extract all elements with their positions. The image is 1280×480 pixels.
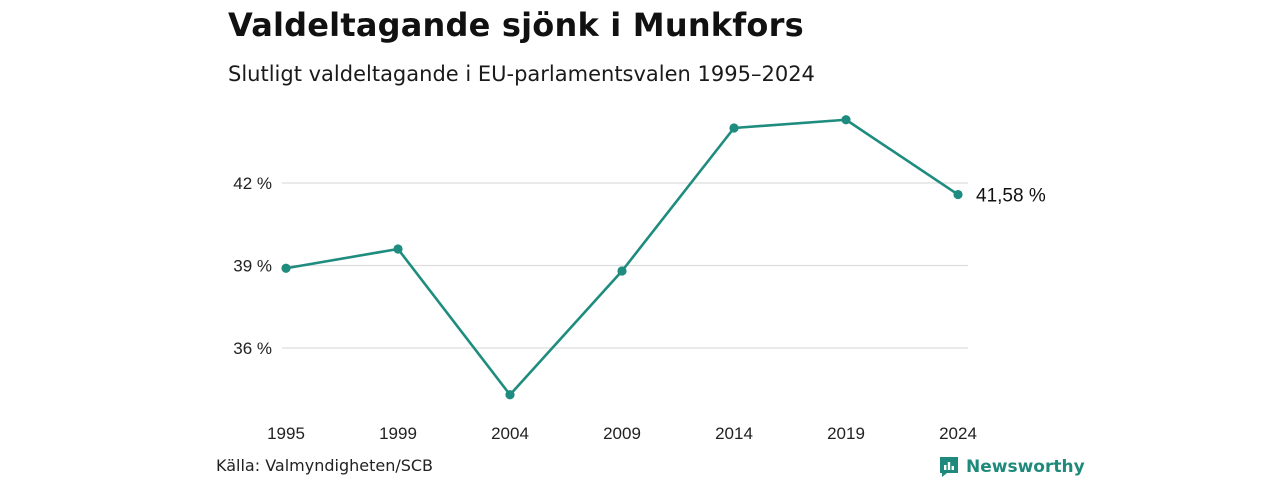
data-point [281, 263, 291, 273]
newsworthy-logo-icon [940, 457, 958, 477]
chart-title: Valdeltagande sjönk i Munkfors [228, 6, 804, 44]
chart-subtitle: Slutligt valdeltagande i EU-parlamentsva… [228, 62, 815, 86]
data-point [953, 189, 963, 200]
data-point [841, 115, 851, 125]
y-tick-label: 36 % [233, 339, 272, 358]
end-value-label: 41,58 % [976, 186, 1046, 207]
data-point [393, 244, 403, 254]
x-tick-label: 2014 [715, 424, 753, 443]
series-line [284, 118, 960, 397]
data-point [505, 390, 515, 400]
data-point [729, 123, 739, 133]
x-tick-label: 2009 [603, 424, 641, 443]
x-tick-label: 2019 [827, 424, 865, 443]
x-tick-label: 2024 [939, 424, 977, 443]
line-chart: 36 % 39 % 42 % 1995 1999 2004 2009 2014 2019 2024… [233, 115, 1046, 443]
y-tick-label: 42 % [233, 174, 272, 193]
x-tick-label: 1999 [379, 424, 417, 443]
x-tick-label: 1995 [267, 424, 305, 443]
data-point [617, 266, 627, 276]
x-tick-label: 2004 [491, 424, 529, 443]
y-tick-label: 39 % [233, 257, 272, 276]
brand-name: Newsworthy [966, 457, 1085, 477]
brand-logo: Newsworthy [938, 455, 1085, 479]
source-note: Källa: Valmyndigheten/SCB [216, 456, 434, 475]
